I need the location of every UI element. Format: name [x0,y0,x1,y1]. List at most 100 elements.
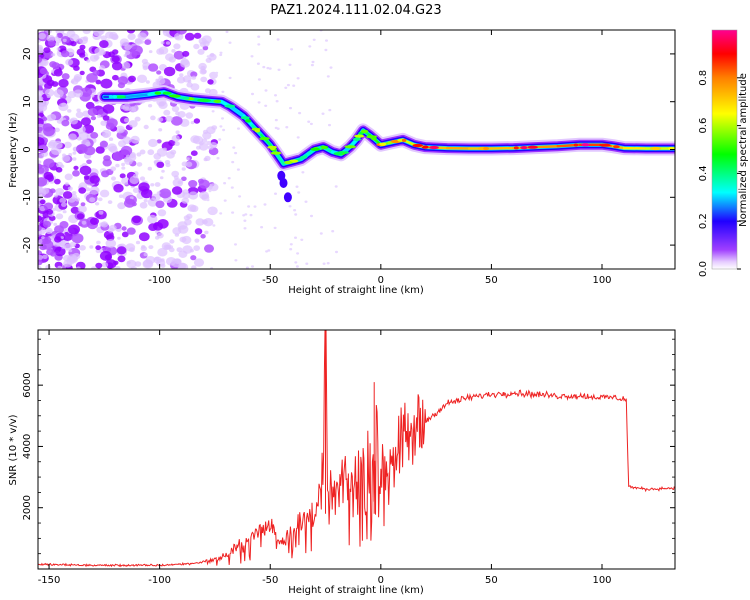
noise-blob [296,136,300,139]
noise-blob [187,80,192,84]
noise-blob [126,227,136,235]
noise-blob [148,245,154,250]
noise-blob [79,52,86,58]
noise-blob [148,50,153,54]
ridge-peak [429,145,439,150]
noise-blob [101,170,110,178]
noise-blob [111,61,123,71]
noise-blob [67,186,73,191]
noise-blob [78,187,87,194]
ridge-peak [599,143,611,147]
noise-blob [76,136,82,141]
noise-blob [107,200,113,205]
ridge-peak [649,146,662,151]
noise-blob [251,92,254,96]
noise-blob [39,67,48,75]
noise-blob [137,32,147,41]
x-tick-label: 50 [485,575,498,586]
noise-blob [198,62,207,71]
noise-blob [129,247,135,253]
noise-blob [262,65,266,69]
noise-blob [132,187,140,193]
noise-blob [157,247,168,257]
noise-blob [61,102,67,108]
noise-blob [82,124,95,134]
noise-blob [232,146,236,149]
noise-blob [89,175,100,184]
noise-blob [228,76,232,80]
noise-blob [127,33,136,40]
noise-blob [219,212,223,215]
ridge-peak [169,94,181,98]
noise-blob [325,39,328,42]
noise-blob [43,47,51,54]
noise-blob [160,263,166,268]
noise-blob [175,130,180,134]
noise-blob [124,198,136,208]
noise-blob [63,141,72,149]
noise-blob [109,145,118,154]
noise-blob [319,232,323,235]
noise-blob [90,94,95,98]
noise-blob [285,126,289,129]
noise-blob [72,252,81,260]
noise-blob [120,145,133,156]
noise-blob [38,163,43,170]
noise-blob [150,183,155,187]
noise-blob [102,132,109,138]
noise-blob [142,65,149,71]
ridge-segment [534,144,560,149]
noise-blob [116,246,127,255]
noise-blob [304,200,308,203]
snr-plot-area [38,330,675,569]
noise-blob [54,246,66,257]
noise-blob [148,63,159,72]
noise-blob [184,32,195,41]
noise-blob [257,78,261,81]
colorbar-tick-label: 0.6 [698,118,709,134]
noise-blob [185,112,194,119]
ridge-peak [354,134,365,138]
noise-blob [72,157,77,161]
noise-blob [173,175,179,180]
noise-blob [156,161,165,168]
ridge-peak [582,143,590,147]
noise-blob [208,53,217,61]
noise-blob [274,94,277,97]
ridge-segment [229,105,245,118]
noise-blob [101,262,109,268]
noise-blob [266,66,270,70]
noise-blob [201,138,208,144]
noise-blob [72,170,80,177]
noise-blob [191,265,197,269]
noise-blob [257,35,261,38]
noise-blob [55,167,63,173]
noise-blob [111,176,116,181]
noise-blob [244,213,248,216]
noise-blob [331,230,335,233]
noise-blob [296,77,300,80]
noise-blob [62,191,73,199]
noise-blob [145,256,156,264]
noise-blob [295,185,299,188]
ridge-peak [254,129,261,133]
noise-blob [85,187,91,192]
noise-blob [125,154,131,159]
noise-blob [80,202,86,207]
noise-blob [66,30,76,38]
ridge-peak [401,138,407,142]
noise-blob [62,38,67,43]
x-tick-label: 100 [592,275,611,286]
noise-blob [38,96,44,101]
colorbar-tick-label: 0.8 [698,70,709,86]
noise-blob [46,35,55,42]
noise-blob [73,65,80,71]
noise-blob [203,218,214,227]
colorbar-frame [711,29,738,270]
noise-blob [155,200,165,209]
noise-blob [179,73,184,77]
noise-blob [231,160,235,164]
noise-blob [100,35,107,41]
noise-blob [76,144,88,154]
noise-blob [193,118,201,124]
